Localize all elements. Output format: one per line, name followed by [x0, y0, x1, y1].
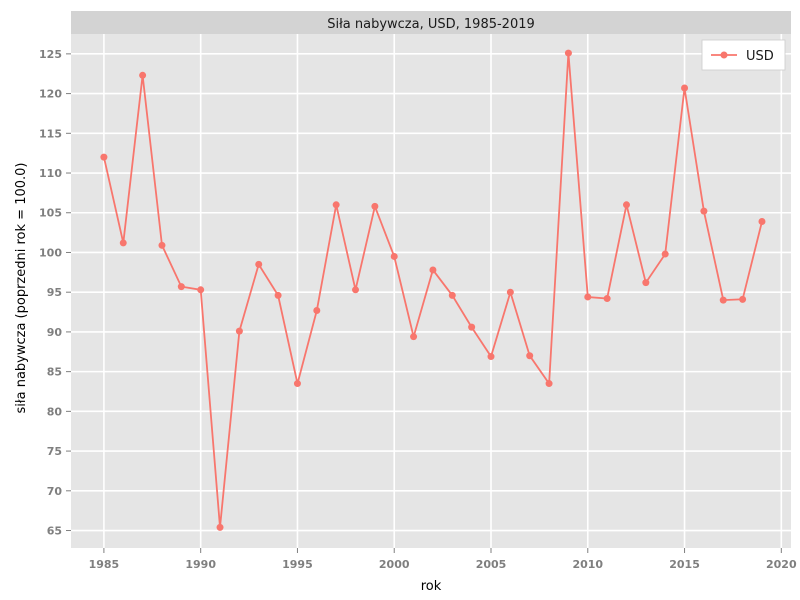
data-point	[390, 252, 398, 260]
data-point	[177, 283, 185, 291]
data-point	[255, 260, 263, 268]
y-tick-label: 120	[39, 88, 62, 101]
y-tick-label: 80	[47, 405, 63, 418]
data-point	[758, 217, 766, 225]
data-point	[410, 333, 418, 341]
data-point	[468, 323, 476, 331]
data-point	[293, 380, 301, 388]
data-point	[235, 327, 243, 335]
data-point	[371, 202, 379, 210]
title-strip	[71, 11, 791, 34]
data-point	[139, 71, 147, 79]
data-point	[526, 352, 534, 360]
x-tick-label: 2020	[766, 558, 797, 571]
y-tick-label: 70	[47, 485, 63, 498]
series-layer	[100, 49, 766, 531]
data-point	[681, 84, 689, 92]
data-point	[197, 286, 205, 294]
x-axis-title: rok	[421, 579, 442, 594]
y-tick-label: 125	[39, 48, 62, 61]
data-point	[622, 201, 630, 209]
y-axis: 65 70 75 80 85 90 95 100 105 110 115 120 125	[39, 48, 71, 538]
data-point	[158, 241, 166, 249]
data-point	[352, 286, 360, 294]
data-point	[545, 380, 553, 388]
chart-title: Siła nabywcza, USD, 1985-2019	[327, 17, 535, 32]
x-tick-label: 1995	[282, 558, 313, 571]
legend-marker-usd	[720, 51, 728, 59]
data-point	[584, 293, 592, 301]
y-tick-label: 110	[39, 167, 62, 180]
x-axis: 1985 1990 1995 2000 2005 2010 2015 2020	[89, 548, 797, 571]
grid	[71, 34, 791, 548]
data-point	[719, 296, 727, 304]
data-point	[448, 291, 456, 299]
y-tick-label: 90	[47, 326, 63, 339]
plot-panel	[71, 34, 791, 548]
data-point	[313, 306, 321, 314]
data-point	[700, 207, 708, 215]
legend: USD	[701, 39, 786, 71]
y-tick-label: 115	[39, 127, 62, 140]
data-point	[506, 288, 514, 296]
x-tick-label: 2010	[572, 558, 603, 571]
y-tick-label: 100	[39, 246, 62, 259]
data-point	[487, 353, 495, 361]
data-point	[661, 250, 669, 258]
y-tick-label: 85	[47, 366, 62, 379]
y-tick-label: 65	[47, 525, 62, 538]
legend-label-usd: USD	[746, 49, 774, 64]
data-point	[429, 266, 437, 274]
data-point	[216, 523, 224, 531]
x-tick-label: 2015	[669, 558, 700, 571]
data-point	[332, 201, 340, 209]
y-tick-label: 95	[47, 286, 62, 299]
y-axis-title: siła nabywcza (poprzedni rok = 100.0)	[14, 163, 29, 414]
y-tick-label: 105	[39, 207, 62, 220]
x-tick-label: 2000	[379, 558, 410, 571]
data-point	[100, 153, 108, 161]
data-point	[642, 279, 650, 287]
x-tick-label: 2005	[476, 558, 507, 571]
data-point	[603, 295, 611, 303]
data-point	[564, 49, 572, 57]
data-point	[119, 239, 127, 247]
data-point	[274, 291, 282, 299]
x-tick-label: 1990	[185, 558, 216, 571]
data-point	[739, 295, 747, 303]
y-tick-label: 75	[47, 445, 62, 458]
x-tick-label: 1985	[89, 558, 120, 571]
